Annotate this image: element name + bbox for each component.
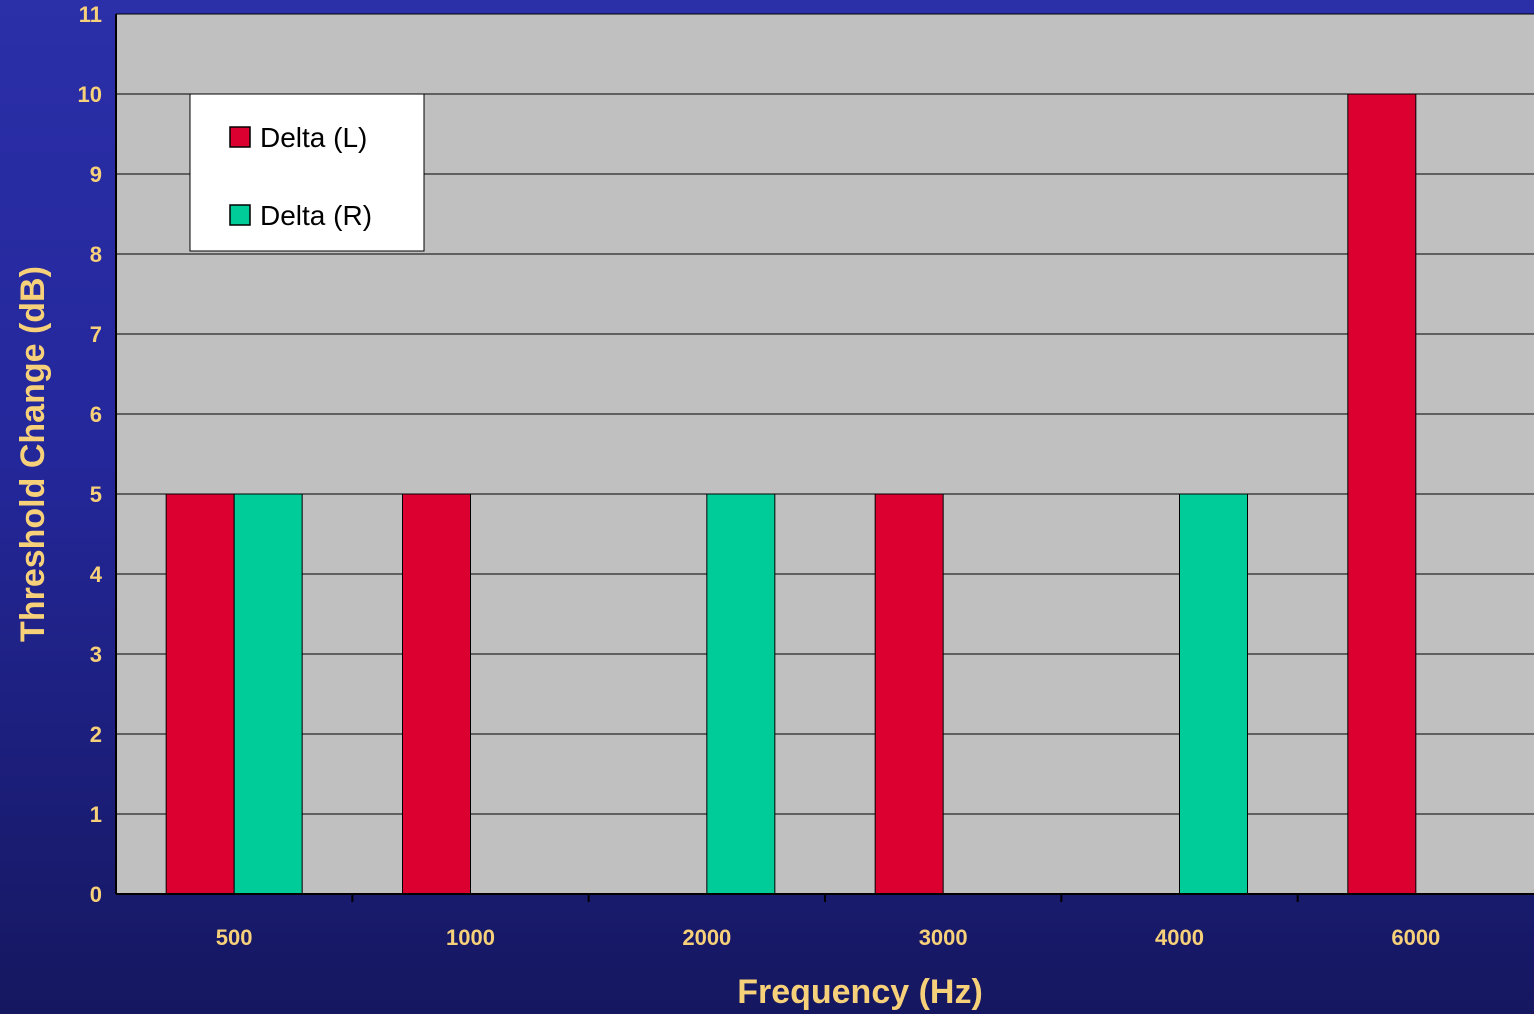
legend: Delta (L) Delta (R) [189,93,425,252]
x-tick-label: 1000 [446,925,495,950]
legend-swatch [229,204,251,226]
bar-deltar-500 [233,493,303,895]
bar-deltar-4000 [1179,493,1248,895]
x-axis-title: Frequency (Hz) [737,973,983,1011]
legend-label: Delta (L) [260,122,367,153]
x-tick-label: 4000 [1155,925,1204,950]
x-tick-label: 500 [216,925,253,950]
x-tick-label: 6000 [1391,925,1440,950]
y-tick-label: 11 [79,2,102,27]
y-tick-label: 2 [90,722,102,747]
y-tick-label: 5 [90,482,102,507]
y-tick-labels: 0 1 2 3 4 5 6 7 8 9 10 11 [78,2,103,907]
bar-deltar-2000 [706,493,776,895]
bar-deltal-3000 [874,493,944,895]
y-tick-label: 1 [90,802,102,827]
legend-swatch [229,126,251,148]
legend-label: Delta (R) [260,200,372,231]
y-tick-label: 6 [90,402,102,427]
x-tick-labels: 500 1000 2000 3000 4000 6000 [216,925,1441,950]
y-tick-label: 4 [90,562,103,587]
bar-deltal-500 [165,493,235,895]
bars [165,93,1417,895]
bar-deltal-1000 [402,493,471,895]
y-tick-label: 9 [90,162,102,187]
y-tick-label: 7 [90,322,102,347]
axes [115,14,1534,902]
bar-deltal-6000 [1347,93,1417,895]
legend-box [189,93,425,252]
y-tick-label: 10 [78,82,102,107]
y-tick-label: 8 [90,242,102,267]
y-tick-label: 0 [90,882,102,907]
y-tick-label: 3 [90,642,102,667]
y-axis-title: Threshold Change (dB) [14,266,52,642]
x-tick-label: 2000 [682,925,731,950]
x-tick-label: 3000 [919,925,968,950]
